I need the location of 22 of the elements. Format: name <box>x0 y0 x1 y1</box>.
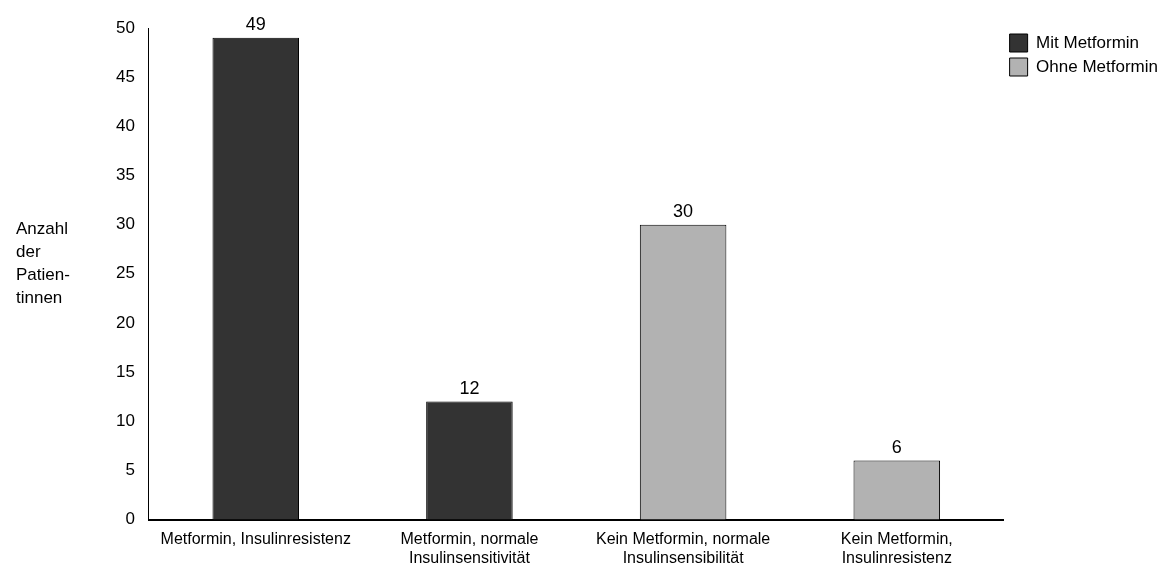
data-label: 30 <box>673 200 694 221</box>
y-tick-label: 10 <box>115 410 135 430</box>
data-label: 12 <box>459 377 480 398</box>
data-label: 6 <box>891 436 902 457</box>
y-tick-label: 45 <box>115 66 135 86</box>
legend-label: Mit Metformin <box>1036 32 1140 52</box>
y-tick-label: 35 <box>115 165 135 185</box>
y-tick-label: 5 <box>125 460 135 480</box>
y-tick-label: 15 <box>115 361 135 381</box>
y-tick-label: 25 <box>115 263 135 283</box>
y-axis-title: Anzahl der Patien-tinnen <box>16 218 70 307</box>
x-tick-label: Metformin, normale Insulinsensitivität <box>400 529 539 566</box>
y-tick-label: 20 <box>115 312 135 332</box>
x-tick-label: Metformin, Insulinresistenz <box>160 529 351 547</box>
legend-label: Ohne Metformin <box>1036 56 1159 76</box>
y-tick-label: 0 <box>125 509 135 529</box>
y-tick-label: 30 <box>115 214 135 234</box>
y-tick-label: 40 <box>115 116 135 136</box>
x-tick-label: Kein Metformin, normale Insulinsensibilität <box>595 529 771 566</box>
data-label: 49 <box>245 13 266 34</box>
y-tick-label: 50 <box>115 17 135 37</box>
x-tick-label: Kein Metformin, Insulinresistenz <box>840 529 953 566</box>
